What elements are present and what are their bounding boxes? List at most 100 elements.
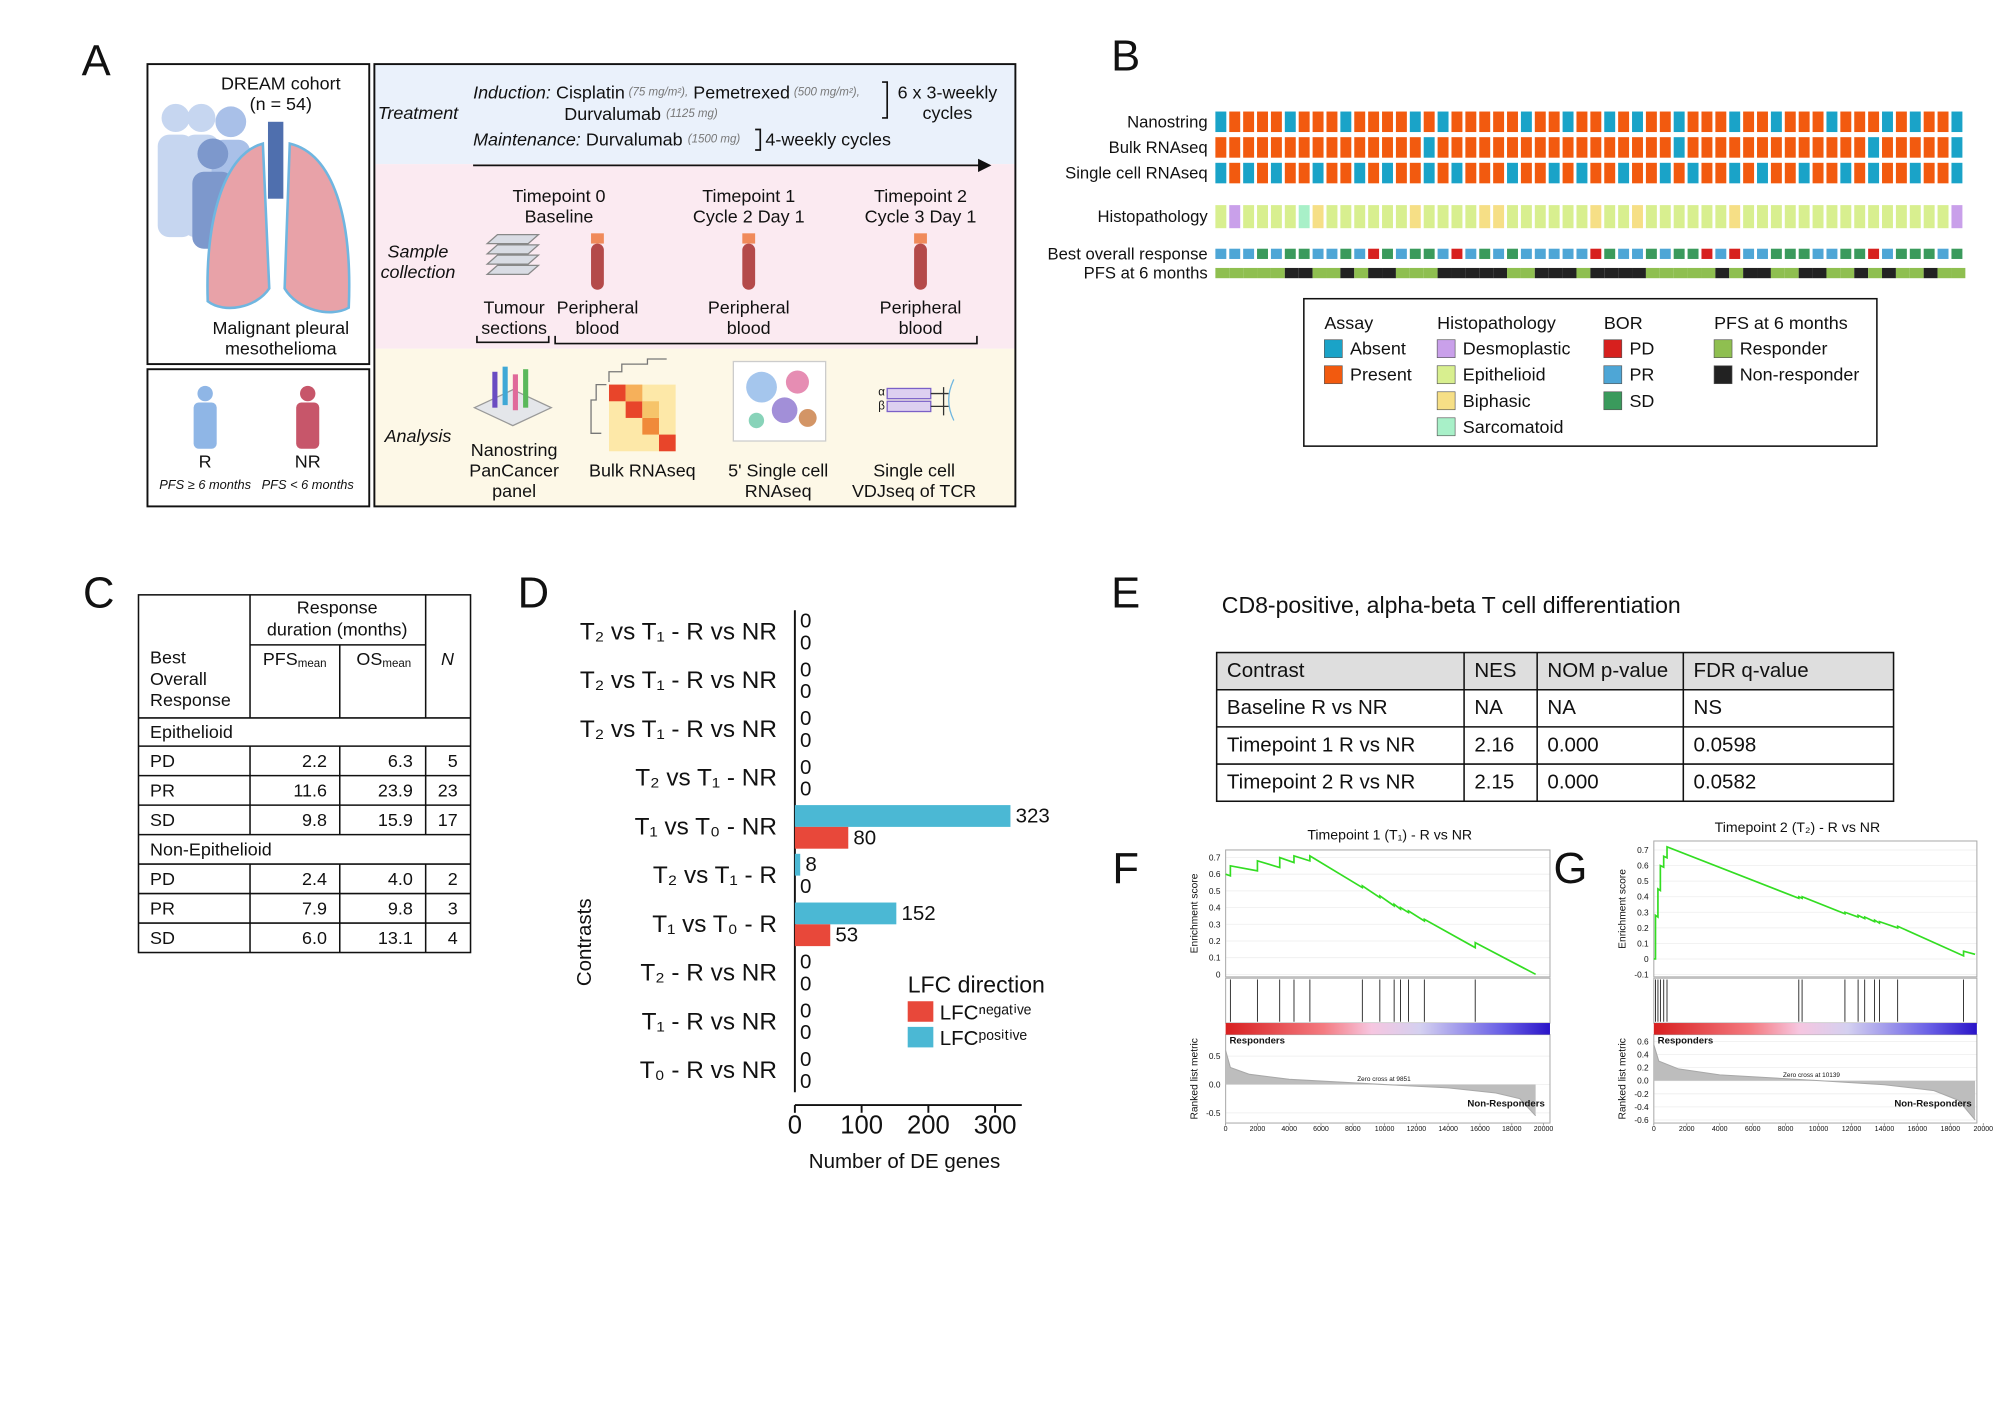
heatmap-cell [1312, 267, 1327, 279]
table-cell: 5 [448, 751, 458, 771]
heatmap-cell [1368, 205, 1380, 229]
heatmap-cell [1632, 162, 1643, 184]
heatmap-cell [1423, 248, 1435, 259]
header-main: OS [356, 649, 382, 669]
hit-frame [1225, 977, 1551, 1024]
value-label: 152 [901, 902, 935, 925]
heatmap-cell [1229, 137, 1241, 158]
table-header: N [441, 649, 454, 669]
heatmap-cell [1423, 111, 1435, 133]
tube-icons [591, 233, 927, 290]
heatmap-cell [1659, 248, 1671, 259]
heatmap-cell [1382, 137, 1393, 158]
y-tick-label: 0.7 [1637, 845, 1649, 855]
heatmap-cell [1882, 267, 1896, 279]
table-cell: 6.0 [302, 928, 327, 948]
heatmap-cell [1354, 248, 1366, 259]
heatmap-cell [1257, 248, 1268, 259]
y-tick-label: -0.6 [1634, 1115, 1649, 1125]
heatmap-cell [1326, 111, 1338, 133]
method-label: Nanostring [471, 440, 558, 460]
method-label: RNAseq [745, 481, 812, 501]
annotation: Zero cross at 9851 [1357, 1076, 1411, 1083]
heatmap-cell [1465, 111, 1477, 133]
panel-label: C [83, 570, 114, 618]
heatmap-cell [1409, 248, 1421, 259]
es-curve [1225, 854, 1537, 976]
heatmap-cell [1340, 205, 1352, 229]
heatmap-cell [1437, 248, 1449, 259]
heatmap-cell [1409, 267, 1424, 279]
es-curve [1653, 845, 1976, 960]
heatmap-cell [1229, 162, 1241, 184]
annotation: Non-Responders [1894, 1098, 1971, 1109]
x-tick-label: 2000 [1679, 1126, 1695, 1133]
table-cell: 2.16 [1474, 733, 1514, 756]
maintenance-line: Maintenance: Durvalumab (1500 mg) [473, 130, 740, 150]
heatmap-cell [1284, 267, 1299, 279]
heatmap-cell [1257, 111, 1268, 133]
heatmap-cell [1743, 162, 1755, 184]
panel-label: F [1112, 845, 1139, 893]
heatmap-cell [1243, 267, 1258, 279]
heatmap-cell [1854, 111, 1866, 133]
heatmap-cell [1590, 111, 1602, 133]
row-label: Nanostring [1127, 112, 1208, 131]
table-cell: 0.0598 [1694, 733, 1757, 756]
heatmap-cell [1632, 248, 1643, 259]
y-tick-label: T₁ - R vs NR [642, 1008, 777, 1035]
treatment-band [374, 64, 1016, 165]
heatmap-cell [1909, 248, 1921, 259]
heatmap-cell [1715, 267, 1730, 279]
heatmap-cell [1659, 162, 1671, 184]
y-tick-label: 0.3 [1637, 907, 1649, 917]
heatmap-cell [1451, 248, 1463, 259]
heatmap-cell [1882, 137, 1893, 158]
y-tick-label: T₂ - R vs NR [640, 960, 777, 987]
heatmap-cell [1632, 111, 1643, 133]
y-tick-label: 0.3 [1209, 919, 1221, 929]
heatmap-cell [1673, 162, 1685, 184]
heatmap-cell [1534, 137, 1546, 158]
heatmap-cell [1562, 248, 1574, 259]
x-tick-label: 20000 [1973, 1126, 1993, 1133]
heatmap-cell [1257, 205, 1268, 229]
heatmap-cell [1923, 111, 1935, 133]
x-tick-label: 6000 [1313, 1126, 1329, 1133]
heatmap-cell [1854, 162, 1866, 184]
timepoint-label: Timepoint 1 [702, 186, 795, 206]
heatmap-cell [1493, 111, 1505, 133]
heatmap-cell [1715, 137, 1727, 158]
heatmap-cell [1757, 205, 1768, 229]
metric-curve [1653, 1044, 1976, 1121]
table-header: Contrast [1227, 659, 1305, 682]
sample-label: blood [727, 318, 771, 338]
drug-dose: (500 mg/m²), [794, 86, 860, 98]
heatmap-cell [1673, 267, 1688, 279]
heatmap-cell [1798, 205, 1810, 229]
x-tick-label: 12000 [1842, 1126, 1862, 1133]
heatmap-cell [1687, 162, 1699, 184]
x-tick-label: 16000 [1470, 1126, 1490, 1133]
y-tick-label: 0.5 [1637, 876, 1649, 886]
table-cell: 2 [448, 869, 458, 889]
heatmap-cell [1326, 162, 1338, 184]
value-label: 8 [805, 853, 816, 876]
heatmap-cell [1284, 248, 1296, 259]
heatmap-cell [1909, 137, 1921, 158]
legend-title: PFS at 6 months [1714, 313, 1848, 333]
heatmap-cell [1729, 248, 1741, 259]
heatmap-cell [1951, 205, 1963, 229]
hit-frame [1653, 977, 1978, 1024]
heatmap-cell [1798, 111, 1810, 133]
legend-title: Assay [1324, 313, 1373, 333]
value-label: 0 [800, 729, 811, 752]
table-cell: 9.8 [388, 898, 413, 918]
timepoint-label: Cycle 3 Day 1 [865, 207, 977, 227]
heatmap-cell [1465, 137, 1477, 158]
annotation: Responders [1229, 1035, 1285, 1046]
tcr-icon: α β [878, 379, 955, 421]
group-row: Non-Epithelioid [150, 839, 272, 859]
x-tick-label: 2000 [1250, 1126, 1266, 1133]
bar [794, 902, 897, 925]
